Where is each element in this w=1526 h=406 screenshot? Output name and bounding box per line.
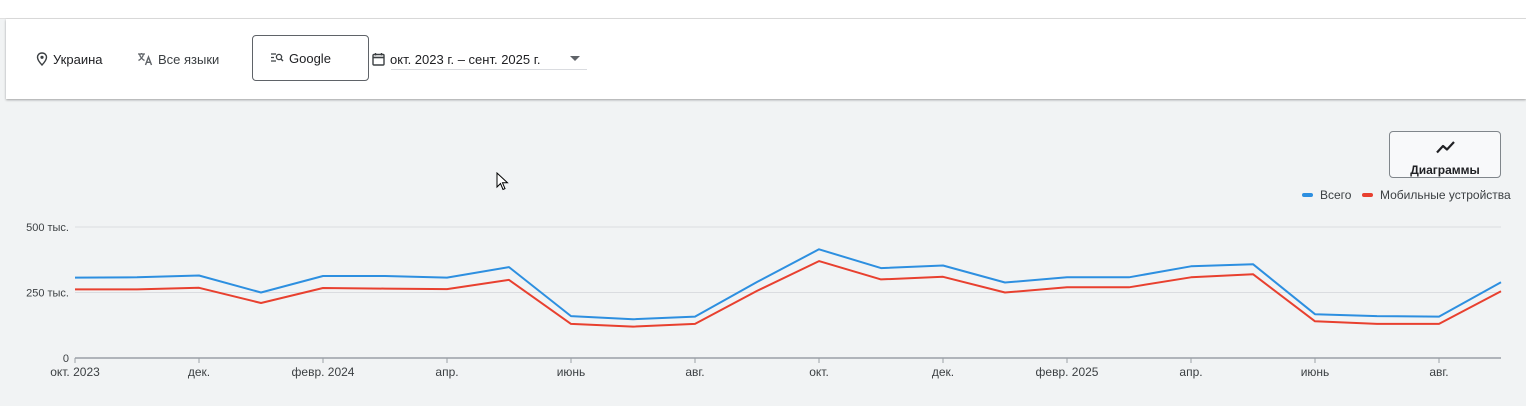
- top-strip: [0, 0, 1526, 19]
- search-engine-filter[interactable]: Google: [252, 35, 369, 81]
- line-chart: 0 250 тыс. 500 тыс. окт. 2023 дек. февр. 2024…: [26, 222, 1502, 379]
- trending-icon: [1436, 141, 1455, 154]
- search-filter-icon: [270, 51, 284, 66]
- mouse-cursor-icon: [496, 172, 509, 191]
- search-engine-label: Google: [289, 50, 331, 66]
- x-tick-label: авг.: [1429, 365, 1448, 379]
- chevron-down-icon[interactable]: [570, 56, 580, 61]
- x-tick-label: апр.: [435, 365, 458, 379]
- calendar-icon: [372, 52, 385, 66]
- date-range-label: окт. 2023 г. – сент. 2025 г.: [390, 51, 541, 67]
- language-label: Все языки: [158, 51, 220, 67]
- series-line-total: [74, 248, 1502, 321]
- translate-icon: [137, 52, 153, 66]
- y-tick-label: 500 тыс.: [26, 222, 69, 234]
- x-tick-label: февр. 2025: [1036, 365, 1099, 379]
- y-tick-label: 250 тыс.: [26, 288, 69, 300]
- x-tick-label: дек.: [932, 365, 954, 379]
- location-filter[interactable]: Украина: [36, 19, 103, 99]
- x-tick-label: апр.: [1179, 365, 1202, 379]
- series-line-mobile: [75, 260, 1502, 328]
- legend-swatch-total: [1302, 193, 1313, 197]
- location-pin-icon: [36, 52, 48, 66]
- x-tick-label: окт. 2023: [50, 365, 100, 379]
- x-tick-label: июнь: [557, 365, 586, 379]
- charts-button-label: Диаграммы: [1410, 163, 1480, 177]
- x-tick-label: июнь: [1301, 365, 1330, 379]
- date-range-underline: [391, 69, 587, 70]
- location-label: Украина: [53, 51, 103, 67]
- date-range-filter[interactable]: окт. 2023 г. – сент. 2025 г.: [372, 19, 541, 99]
- filter-toolbar: Украина Все языки Google окт. 2023 г. – …: [6, 19, 1526, 99]
- legend-label-mobile: Мобильные устройства: [1380, 188, 1511, 202]
- legend-item-mobile: Мобильные устройства: [1362, 187, 1511, 203]
- x-tick-label: авг.: [685, 365, 704, 379]
- legend-item-total: Всего: [1302, 187, 1351, 203]
- legend-swatch-mobile: [1362, 193, 1373, 197]
- x-tick-label: февр. 2024: [292, 365, 355, 379]
- x-tick-label: окт.: [809, 365, 829, 379]
- x-tick-label: дек.: [188, 365, 210, 379]
- y-tick-label: 0: [63, 353, 69, 365]
- legend-label-total: Всего: [1320, 188, 1352, 202]
- charts-button[interactable]: Диаграммы: [1389, 131, 1501, 178]
- language-filter[interactable]: Все языки: [137, 19, 219, 99]
